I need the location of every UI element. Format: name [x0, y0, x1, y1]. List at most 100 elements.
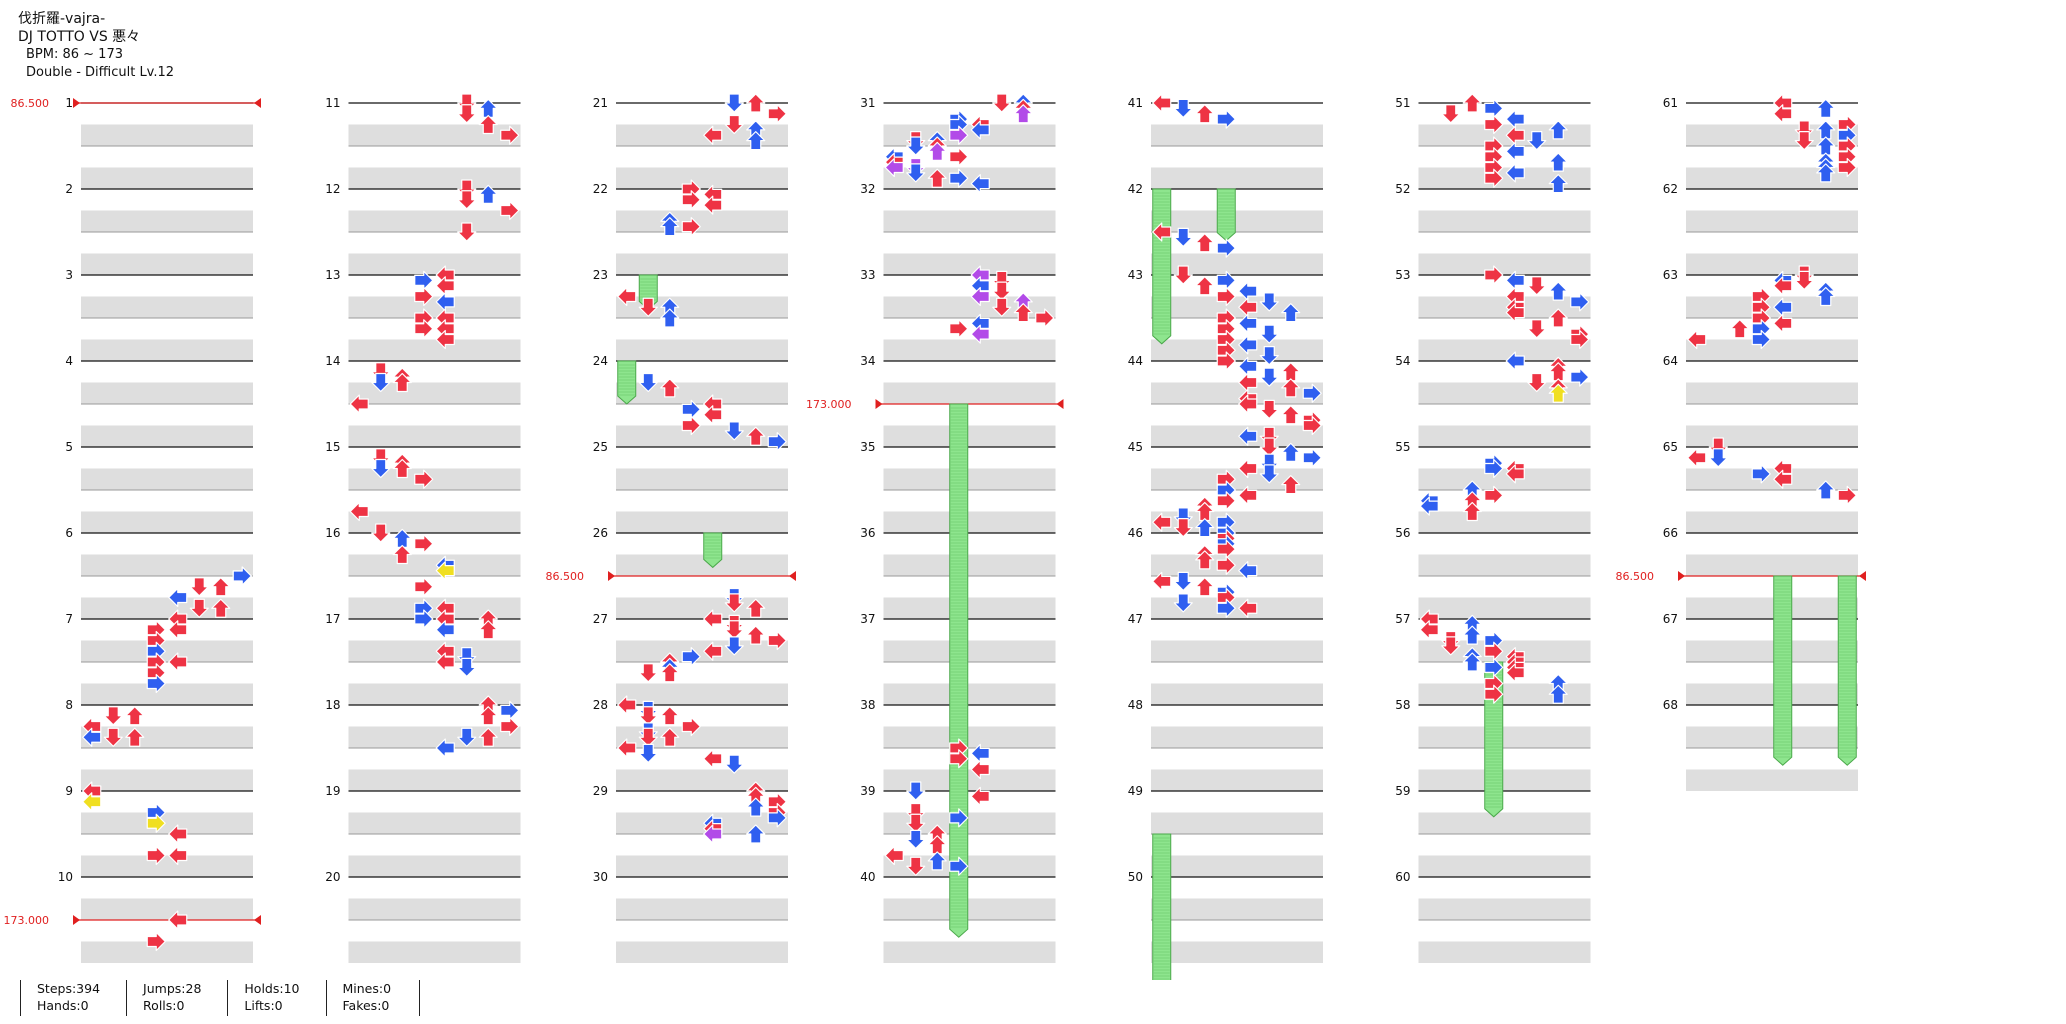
- beat-band: [883, 425, 1056, 447]
- measure-number: 67: [1663, 612, 1678, 626]
- note-arrow-down: [1527, 131, 1547, 151]
- measure-number: 29: [593, 784, 608, 798]
- note-arrow-down: [1173, 227, 1193, 247]
- note-arrow-left: [435, 738, 455, 758]
- measure-number: 17: [325, 612, 340, 626]
- beat-band: [1151, 898, 1323, 920]
- beat-band: [883, 941, 1056, 963]
- note-arrow-down: [992, 93, 1012, 113]
- note-arrow-up: [1195, 577, 1215, 597]
- note-arrow-left: [349, 394, 369, 414]
- note-arrow-down: [1259, 292, 1279, 312]
- beat-band: [348, 554, 521, 576]
- measure-number: 59: [1395, 784, 1410, 798]
- bpm-marker-right: [789, 571, 796, 581]
- measure-number: 52: [1395, 182, 1410, 196]
- measure-number: 6: [65, 526, 73, 540]
- note-arrow-left: [168, 620, 188, 640]
- measure-number: 38: [860, 698, 875, 712]
- beat-band: [616, 941, 788, 963]
- note-arrow-up: [660, 663, 680, 683]
- beat-band: [1151, 554, 1323, 576]
- stat-group-mines: Mines:0 Fakes:0: [325, 980, 421, 1016]
- measure-number: 32: [860, 182, 875, 196]
- measure-number: 58: [1395, 698, 1410, 712]
- note-arrow-up: [1816, 480, 1836, 500]
- note-arrow-right: [949, 808, 969, 828]
- beat-band: [1418, 425, 1591, 447]
- beat-band: [616, 640, 788, 662]
- note-arrow-up: [927, 835, 947, 855]
- beat-band: [348, 640, 521, 662]
- note-arrow-left: [617, 695, 637, 715]
- note-arrow-left: [1773, 104, 1793, 124]
- note-arrow-right: [146, 673, 166, 694]
- measure-number: 47: [1128, 612, 1143, 626]
- beat-band: [1151, 941, 1323, 963]
- beat-band: [1418, 941, 1591, 963]
- measure-number: 56: [1395, 526, 1410, 540]
- note-arrow-left: [1419, 496, 1439, 516]
- note-arrow-down: [1259, 464, 1279, 484]
- note-arrow-left: [1773, 469, 1793, 489]
- beat-band: [616, 468, 788, 490]
- note-arrow-right: [1751, 329, 1771, 350]
- beat-band: [348, 124, 521, 146]
- note-arrow-left: [1238, 426, 1258, 446]
- beat-band: [1686, 511, 1858, 533]
- note-arrow-right: [681, 716, 701, 737]
- beat-band: [1686, 210, 1858, 232]
- note-arrow-up: [1013, 303, 1033, 323]
- bpm-marker-right: [254, 98, 261, 108]
- bpm-change-label: 86.500: [11, 97, 50, 110]
- note-arrow-up: [1195, 104, 1215, 124]
- beat-band: [1686, 167, 1858, 189]
- note-arrow-up: [1548, 684, 1568, 704]
- hold-body: [1152, 188, 1172, 345]
- bpm-marker-left: [875, 399, 883, 409]
- beat-band: [348, 296, 521, 318]
- measure-number: 53: [1395, 268, 1410, 282]
- note-arrow-up: [1281, 303, 1301, 323]
- song-info: 伐折羅-vajra- DJ TOTTO VS 悪々 BPM: 86 ~ 173 …: [18, 10, 174, 82]
- measure-number: 68: [1663, 698, 1678, 712]
- measure-number: 22: [593, 182, 608, 196]
- note-arrow-left: [970, 759, 990, 780]
- measure-number: 65: [1663, 440, 1678, 454]
- beat-band: [1151, 769, 1323, 791]
- beat-band: [1151, 425, 1323, 447]
- note-arrow-up: [125, 706, 145, 726]
- measure-number: 66: [1663, 526, 1678, 540]
- note-arrow-up: [478, 706, 498, 726]
- beat-band: [1418, 769, 1591, 791]
- note-arrow-right: [767, 630, 787, 651]
- measure-number: 15: [325, 440, 340, 454]
- note-arrow-right: [414, 609, 434, 629]
- beat-band: [1418, 124, 1591, 146]
- beat-band: [1418, 726, 1591, 748]
- beat-band: [348, 597, 521, 619]
- note-arrow-left: [970, 174, 990, 194]
- note-arrow-left: [435, 329, 455, 350]
- measure-number: 16: [325, 526, 340, 540]
- note-arrow-up: [392, 372, 412, 393]
- note-arrow-down: [1259, 324, 1279, 344]
- note-arrow-left: [1505, 351, 1525, 371]
- note-arrow-right: [1302, 448, 1322, 468]
- note-arrow-right: [949, 856, 969, 876]
- note-arrow-down: [906, 813, 926, 833]
- measure-number: 10: [58, 870, 73, 884]
- note-arrow-right: [1570, 329, 1590, 350]
- note-arrow-down: [1259, 367, 1279, 387]
- note-arrow-down: [724, 421, 744, 441]
- bpm-change-label: 86.500: [546, 570, 585, 583]
- bpm-change-label: 173.000: [4, 914, 50, 927]
- measure-number: 28: [593, 698, 608, 712]
- note-arrow-right: [1302, 415, 1322, 436]
- measure-number: 23: [593, 268, 608, 282]
- note-arrow-left: [703, 641, 723, 661]
- beat-band: [883, 898, 1056, 920]
- measure-number: 19: [325, 784, 340, 798]
- note-arrow-left: [703, 609, 723, 629]
- beat-band: [1686, 597, 1858, 619]
